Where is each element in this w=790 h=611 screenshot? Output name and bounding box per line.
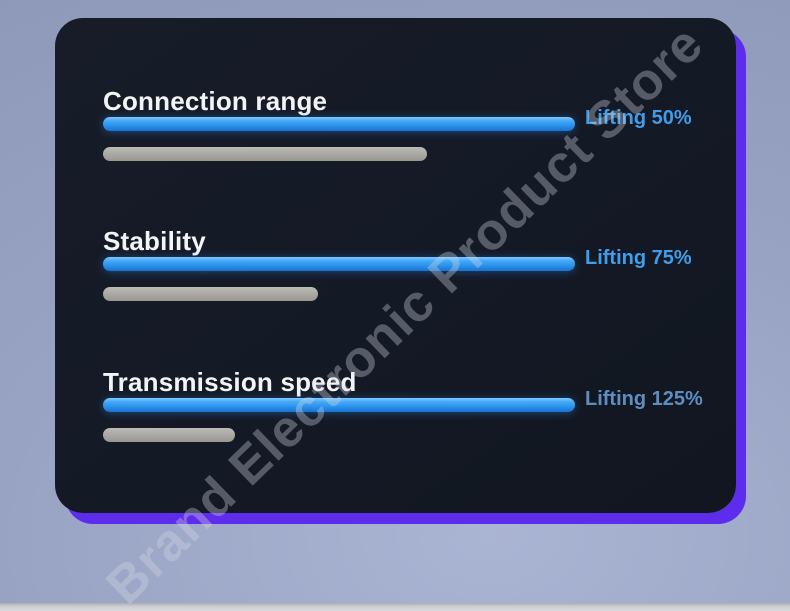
bottom-edge-strip <box>0 603 790 611</box>
baseline-bar <box>103 147 427 161</box>
improved-bar <box>103 398 575 412</box>
improved-bar <box>103 117 575 131</box>
feature-title: Transmission speed <box>103 367 357 397</box>
product-feature-card: Connection range Lifting 50% Stability L… <box>55 18 736 513</box>
lift-label: Lifting 125% <box>585 388 703 410</box>
feature-title: Connection range <box>103 86 328 116</box>
baseline-bar <box>103 428 235 442</box>
lift-label: Lifting 75% <box>585 247 692 269</box>
improved-bar <box>103 257 575 271</box>
feature-title: Stability <box>103 226 206 256</box>
lift-label: Lifting 50% <box>585 107 692 129</box>
baseline-bar <box>103 287 318 301</box>
feature-section-connection-range: Connection range Lifting 50% <box>103 74 723 174</box>
feature-section-stability: Stability Lifting 75% <box>103 214 723 314</box>
feature-section-transmission-speed: Transmission speed Lifting 125% <box>103 355 723 455</box>
